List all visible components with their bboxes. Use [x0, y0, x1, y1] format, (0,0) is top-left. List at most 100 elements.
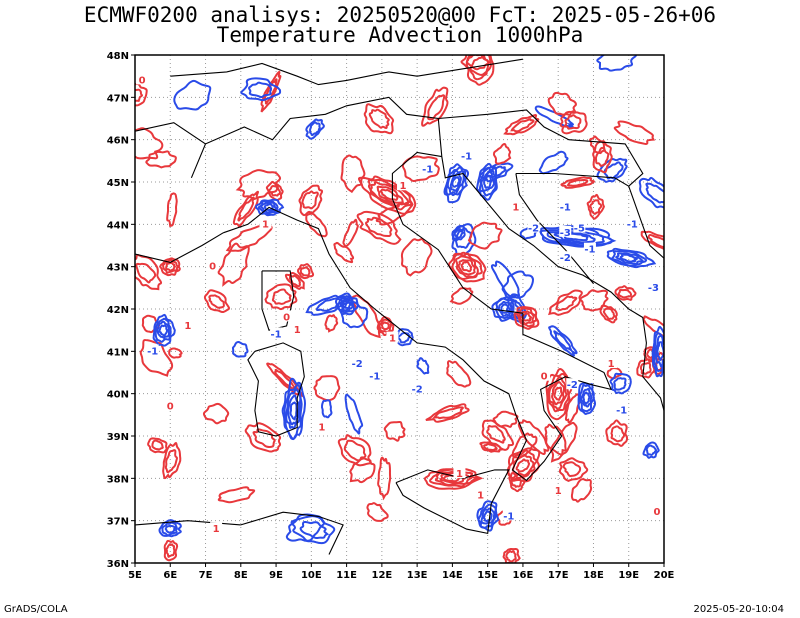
cold-advection-contour	[577, 382, 597, 415]
warm-advection-contour	[367, 178, 414, 211]
warm-advection-contour	[510, 475, 523, 488]
warm-advection-contour	[400, 238, 433, 277]
warm-advection-contour	[465, 55, 490, 71]
lat-tick-label: 47N	[107, 93, 129, 104]
lat-tick-label: 38N	[107, 474, 129, 485]
coastline-segment	[190, 96, 443, 179]
warm-advection-contour	[369, 181, 410, 208]
cold-advection-contour	[446, 169, 465, 196]
warm-advection-contour	[455, 255, 479, 278]
warm-advection-contour	[232, 190, 259, 228]
contour-label-bg	[351, 357, 364, 369]
cold-advection-contour	[315, 297, 344, 312]
warm-advection-contour	[513, 305, 540, 330]
warm-advection-contour	[271, 288, 292, 305]
warm-advection-contour	[560, 176, 595, 189]
cold-advection-contour	[613, 377, 627, 391]
lon-tick-label: 20E	[654, 570, 675, 581]
lat-tick-label: 37N	[107, 517, 129, 528]
cold-advection-contour	[654, 334, 664, 368]
cold-advection-contour	[538, 150, 569, 175]
contour-value-label: -3	[560, 228, 571, 239]
cold-advection-contour	[500, 303, 512, 314]
contour-value-label: -1	[422, 164, 433, 175]
warm-advection-contour	[614, 285, 637, 301]
contour-value-label: -2	[528, 224, 539, 235]
warm-advection-contour	[298, 184, 324, 217]
warm-advection-contour	[343, 439, 367, 462]
cold-advection-contour	[173, 79, 212, 111]
lat-tick-label: 40N	[107, 390, 129, 401]
contour-value-label: 1	[262, 219, 269, 230]
warm-advection-contour	[510, 118, 535, 133]
cold-advection-contour	[231, 341, 249, 358]
warm-advection-contour	[425, 403, 470, 423]
cold-advection-contour	[476, 500, 500, 532]
contour-value-label: 0	[209, 262, 216, 273]
cold-advection-contour	[287, 394, 300, 426]
warm-advection-contour	[492, 410, 519, 428]
cold-advection-contour	[656, 341, 664, 362]
warm-advection-contour	[492, 143, 512, 165]
warm-advection-contour	[505, 550, 517, 563]
map-title: ECMWF0200 analisys: 20250520@00 FcT: 202…	[83, 3, 717, 27]
lat-tick-label: 39N	[107, 432, 129, 443]
warm-advection-contour	[586, 193, 605, 220]
contour-label-bg	[559, 200, 572, 212]
cold-advection-contour	[480, 170, 496, 192]
contour-label-bg	[605, 357, 618, 369]
contour-value-label: 1	[389, 334, 396, 345]
contour-value-label: 1	[555, 486, 562, 497]
contour-label-bg	[460, 149, 473, 161]
warm-advection-contour	[449, 287, 474, 305]
coastline-segment	[170, 58, 523, 86]
warm-advection-contour	[151, 439, 164, 451]
lon-tick-label: 8E	[234, 570, 248, 581]
contour-value-label: -1	[369, 372, 380, 383]
warm-advection-contour	[342, 218, 359, 248]
warm-advection-contour	[483, 443, 498, 452]
warm-advection-contour	[457, 259, 476, 276]
warm-advection-contour	[244, 422, 282, 453]
contour-label-bg	[386, 331, 399, 343]
cold-advection-contour	[396, 331, 411, 344]
warm-advection-contour	[460, 55, 493, 76]
cold-advection-contour	[309, 121, 321, 137]
warm-advection-contour	[168, 347, 183, 359]
contour-label-bg	[647, 280, 660, 292]
warm-advection-contour	[467, 221, 503, 250]
warm-advection-contour	[366, 502, 389, 522]
coastline-segment	[395, 469, 510, 535]
coastline-segment	[135, 122, 206, 145]
cold-advection-contour	[580, 387, 593, 408]
lon-tick-label: 9E	[269, 570, 283, 581]
contour-value-label: 1	[400, 181, 407, 192]
software-credit: GrADS/COLA	[4, 604, 68, 615]
warm-advection-contour	[333, 241, 355, 264]
cold-advection-contour	[642, 441, 660, 459]
warm-advection-contour	[594, 146, 610, 168]
warm-advection-contour	[135, 82, 148, 107]
lat-tick-label: 43N	[107, 263, 129, 274]
lat-tick-label: 36N	[107, 559, 129, 570]
advection-contours	[135, 55, 664, 563]
warm-advection-contour	[566, 178, 589, 187]
warm-advection-contour	[380, 321, 390, 331]
contour-label-bg	[411, 382, 424, 394]
lat-tick-label: 44N	[107, 220, 129, 231]
warm-advection-contour	[135, 262, 157, 284]
contour-value-label: -3	[648, 283, 659, 294]
cold-advection-contour	[164, 524, 177, 534]
warm-advection-contour	[368, 108, 390, 130]
contour-label-bg	[538, 369, 551, 381]
cold-advection-contour	[254, 198, 285, 217]
contour-label-bg	[566, 378, 579, 390]
contour-label-bg	[552, 484, 565, 496]
contour-label-bg	[164, 399, 177, 411]
warm-advection-contour	[579, 289, 609, 312]
cold-advection-contour	[497, 300, 514, 317]
contour-label-bg	[573, 221, 586, 233]
warm-advection-contour	[647, 233, 664, 249]
contour-value-label: -1	[616, 406, 627, 417]
warm-advection-contour	[548, 289, 583, 316]
